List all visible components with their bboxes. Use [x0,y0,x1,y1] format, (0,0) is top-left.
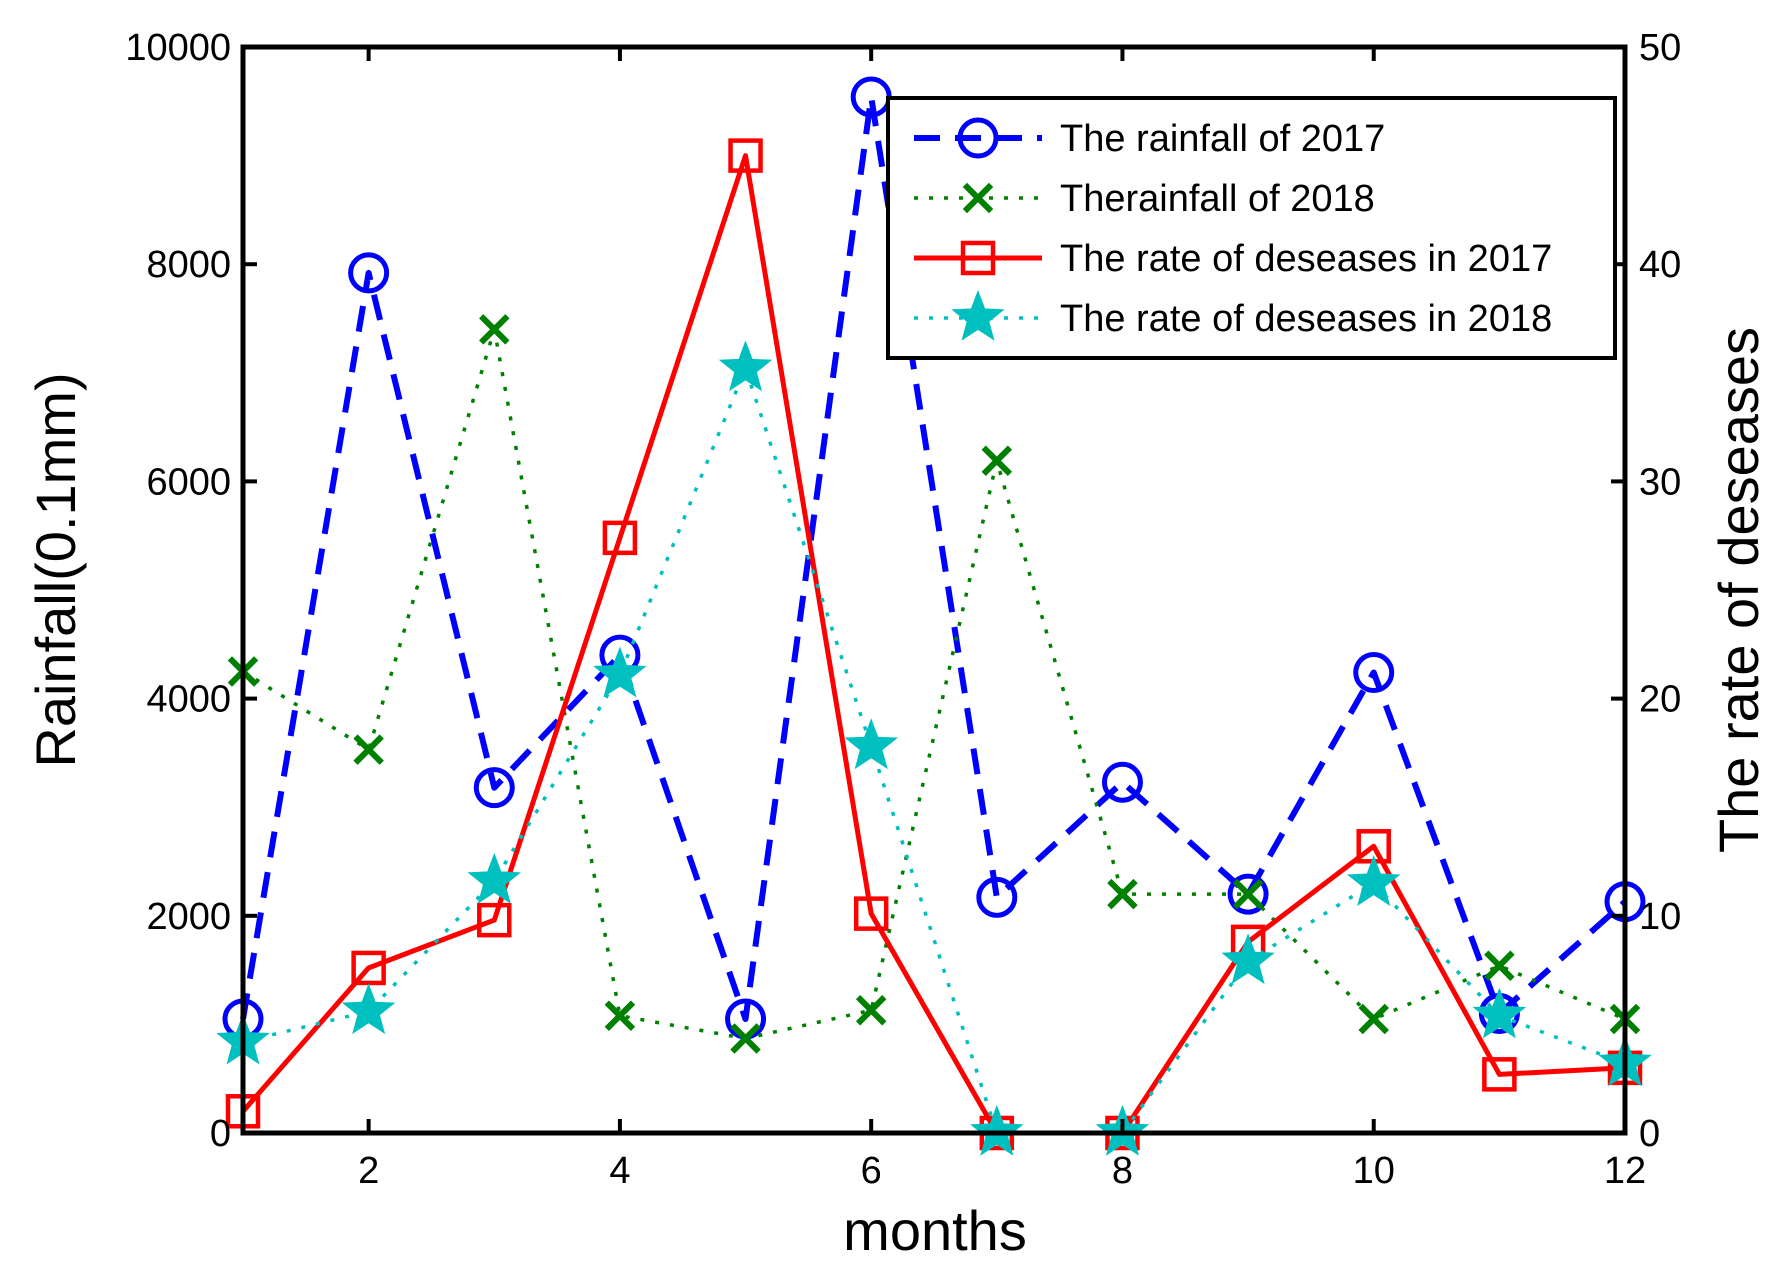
x-tick-label: 8 [1112,1150,1133,1192]
series-line-1 [240,94,1627,1022]
data-point-s3-2 [351,950,386,986]
legend-label-4: The rate of deseases in 2018 [1060,298,1552,340]
data-point-s2-3 [479,314,510,345]
data-point-s3-5 [728,138,763,173]
y-tick-label-right: 10 [1639,896,1681,938]
data-point-s3-4 [602,520,638,556]
data-point-s1-2 [348,252,390,294]
y-axis-title-right: The rate of deseases [1707,327,1770,853]
x-axis-title: months [843,1199,1027,1262]
legend: The rainfall of 2017 Therainfall of 2018 T… [886,96,1617,360]
x-tick-label: 12 [1604,1150,1646,1192]
x-tick-label: 10 [1353,1150,1395,1192]
plot-area [216,76,1652,1156]
legend-label-2: Therainfall of 2018 [1060,178,1375,220]
data-point-s2-7 [981,445,1013,477]
legend-box [886,96,1617,360]
data-point-s4-11 [1472,987,1527,1039]
y-tick-label-left: 2000 [146,896,231,938]
data-point-s1-8 [1101,761,1143,803]
data-point-s2-9 [1232,878,1264,910]
y-tick-label-left: 6000 [146,461,231,503]
y-tick-label-left: 10000 [125,27,231,69]
data-point-s4-6 [844,718,898,770]
data-point-s2-11 [1484,950,1515,981]
legend-marker-4 [951,289,1005,341]
series-line-2 [242,327,1626,1041]
data-point-s1-7 [976,876,1018,918]
y-tick-label-left: 4000 [146,679,231,721]
axes: 2 4 6 8 10 1202000400060008000100000102030405… [125,27,1681,1192]
data-point-s4-2 [341,983,396,1035]
y-tick-label-left: 8000 [146,244,231,286]
legend-marker-2 [962,182,994,214]
data-point-s2-5 [730,1023,761,1054]
legend-label-3: The rate of deseases in 2017 [1060,238,1552,280]
data-point-s2-2 [353,734,384,765]
data-point-s4-5 [718,340,773,392]
y-tick-label-right: 0 [1639,1113,1660,1155]
data-point-s4-9 [1221,933,1275,985]
data-point-s2-8 [1107,878,1138,910]
data-point-s1-10 [1353,652,1395,694]
y-tick-label-right: 30 [1639,461,1681,503]
data-point-s3-3 [477,902,512,938]
y-tick-label-right: 40 [1639,244,1681,286]
data-point-s1-9 [1227,873,1269,915]
data-point-s2-6 [855,995,887,1026]
x-tick-label: 4 [609,1150,630,1192]
data-point-s1-3 [473,767,515,809]
series-line-3 [241,153,1626,1136]
legend-marker-1 [957,117,999,159]
data-point-s3-6 [853,896,889,931]
data-point-s2-4 [604,1000,636,1031]
plot-frame [240,44,1628,1136]
y-axis-title-left: Rainfall(0.1mm) [24,372,87,767]
data-point-s3-11 [1482,1057,1517,1092]
legend-marker-3 [960,240,996,276]
x-tick-label: 6 [861,1150,882,1192]
x-tick-label: 2 [358,1150,379,1192]
legend-label-1: The rainfall of 2017 [1060,118,1385,160]
y-tick-label-right: 50 [1639,27,1681,69]
data-point-s4-10 [1346,855,1401,907]
data-point-s2-10 [1358,1003,1389,1035]
data-point-s4-4 [593,646,647,698]
y-tick-label-left: 0 [210,1113,231,1155]
y-tick-label-right: 20 [1639,679,1681,721]
data-point-s4-3 [467,852,522,904]
